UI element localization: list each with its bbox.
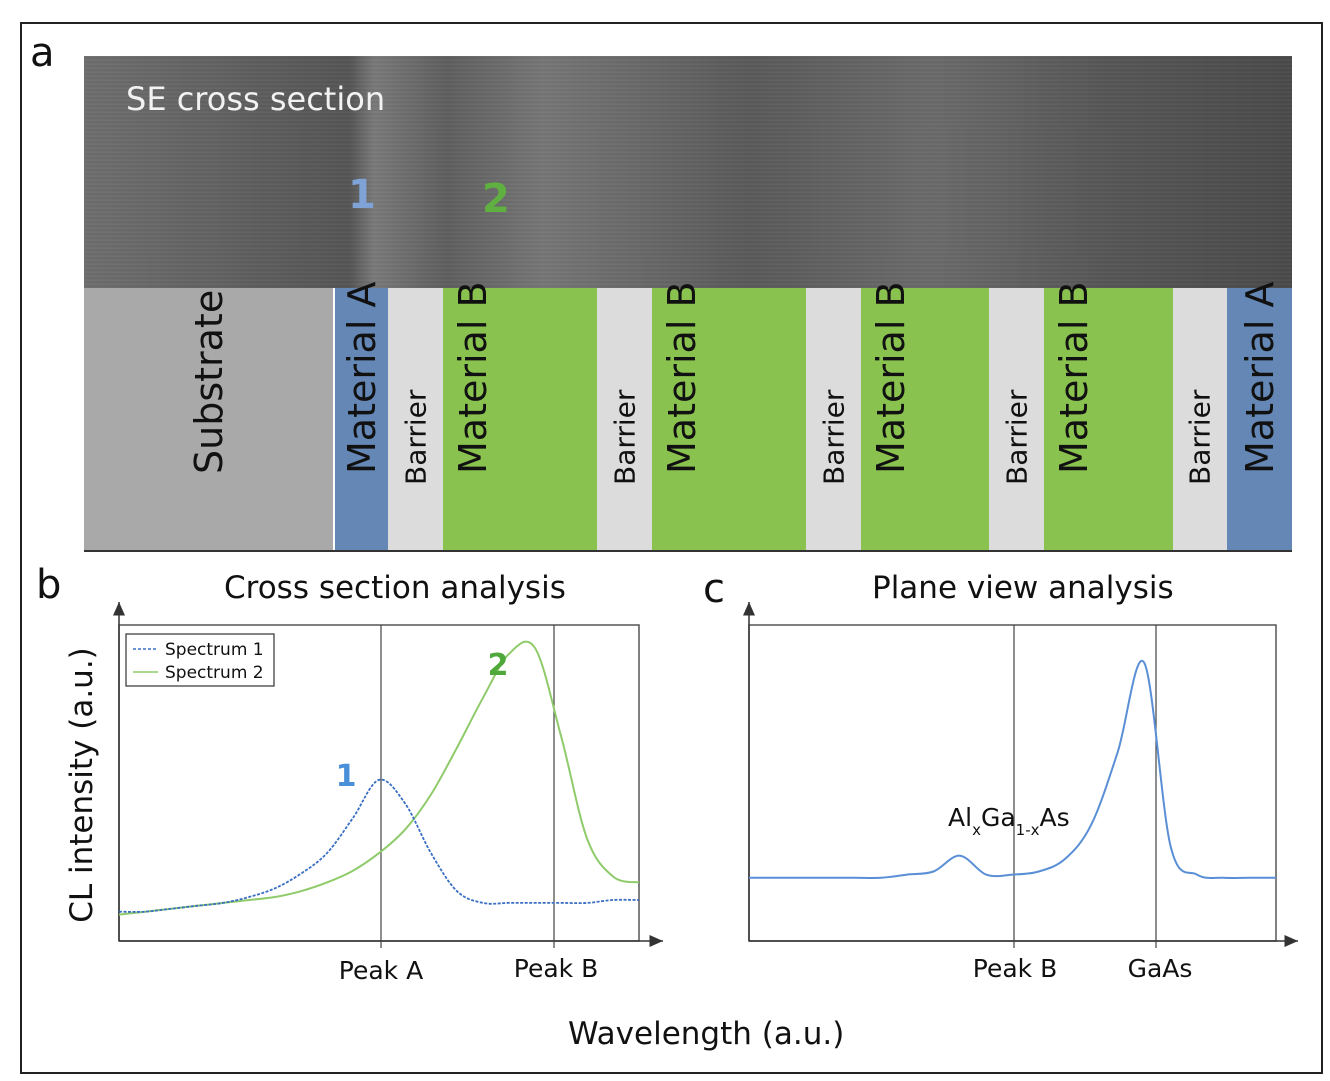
algaas-part: x	[972, 821, 981, 839]
chart-c-tick-gaas: GaAs	[1128, 954, 1193, 983]
plane-view-curve	[749, 661, 1276, 878]
algaas-part: 1-x	[1016, 821, 1040, 839]
algaas-part: Ga	[981, 803, 1016, 832]
chart-c-plot-frame	[749, 625, 1276, 941]
algaas-part: As	[1040, 803, 1070, 832]
chart-c-tick-peak-b: Peak B	[973, 954, 1057, 983]
algaas-label: AlxGa1-xAs	[948, 803, 1070, 839]
algaas-part: Al	[948, 803, 972, 832]
